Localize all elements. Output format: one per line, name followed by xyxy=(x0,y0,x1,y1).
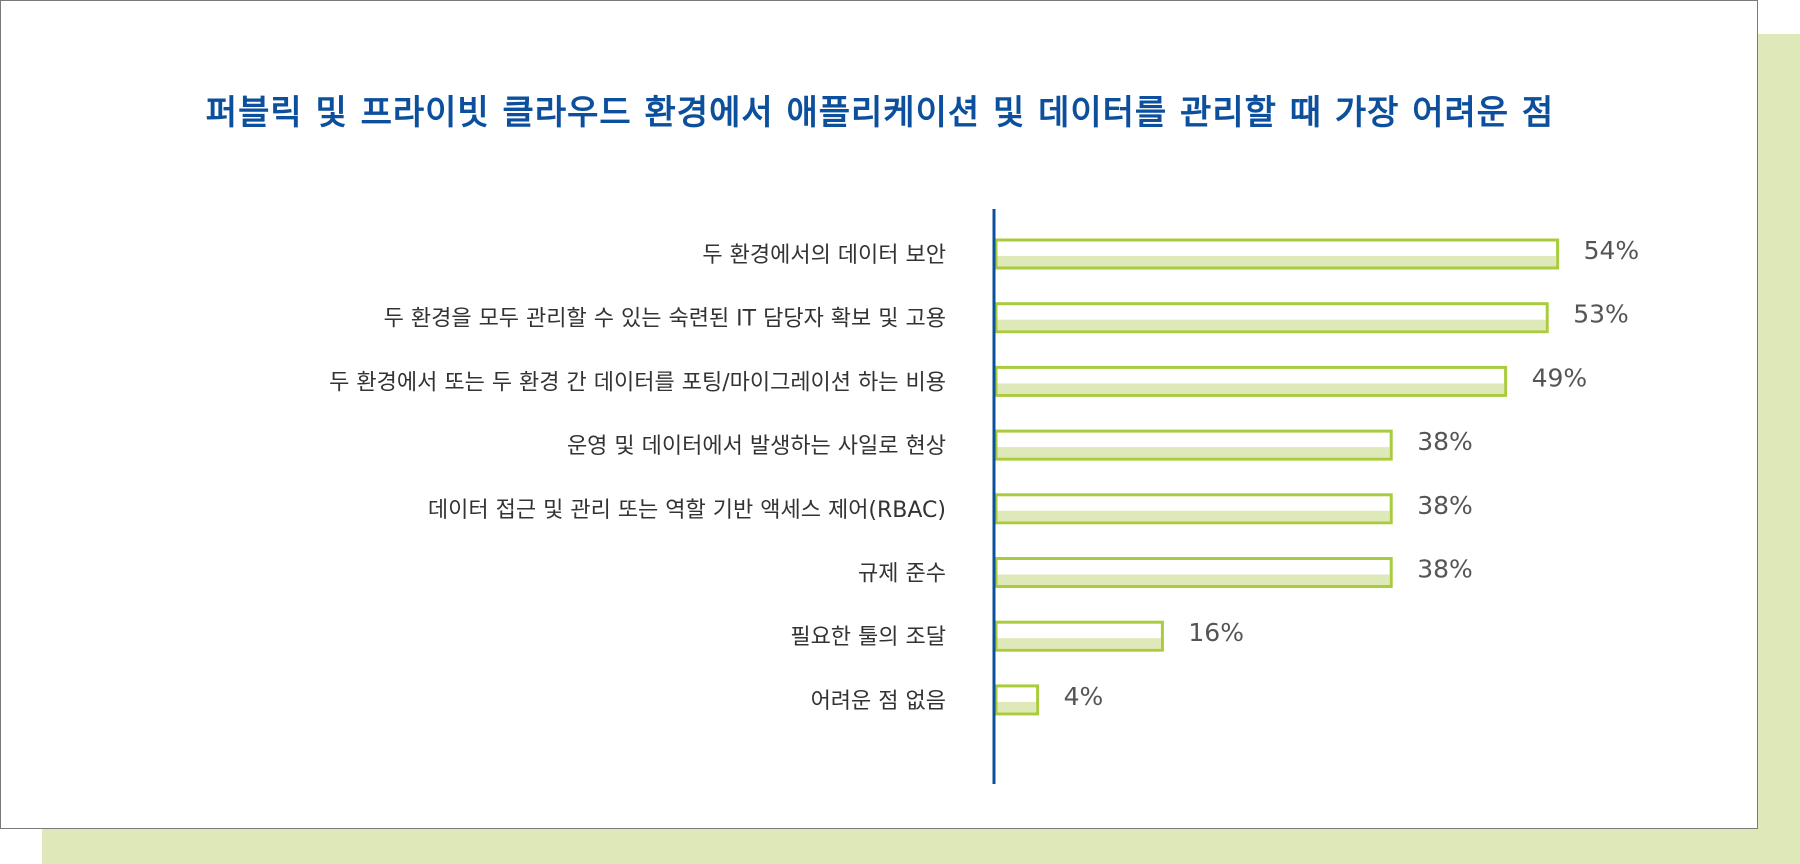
bar-shade xyxy=(997,383,1505,394)
bar xyxy=(994,365,1508,397)
category-label: 필요한 툴의 조달 xyxy=(790,625,946,650)
value-label: 38% xyxy=(1417,427,1473,456)
category-label: 두 환경에서 또는 두 환경 간 데이터를 포팅/마이그레이션 하는 비용 xyxy=(329,370,946,395)
category-label: 두 환경에서의 데이터 보안 xyxy=(702,243,946,268)
bar xyxy=(994,493,1393,525)
bar xyxy=(994,302,1549,334)
category-label: 규제 준수 xyxy=(858,562,946,587)
bar-shade xyxy=(997,638,1161,649)
category-label: 데이터 접근 및 관리 또는 역할 기반 액세스 제어(RBAC) xyxy=(428,498,946,523)
category-label: 어려운 점 없음 xyxy=(811,689,946,714)
bar xyxy=(994,620,1164,652)
value-label: 54% xyxy=(1584,236,1640,265)
value-label: 38% xyxy=(1417,555,1473,584)
category-label: 운영 및 데이터에서 발생하는 사일로 현상 xyxy=(567,434,946,459)
bar xyxy=(994,238,1560,270)
bar-shade xyxy=(997,256,1557,267)
chart-title: 퍼블릭 및 프라이빗 클라우드 환경에서 애플리케이션 및 데이터를 관리할 때… xyxy=(205,93,1555,133)
value-label: 4% xyxy=(1064,682,1104,711)
bar xyxy=(994,429,1393,461)
bar-shade xyxy=(997,574,1390,585)
value-label: 16% xyxy=(1188,618,1244,647)
chart-card: 퍼블릭 및 프라이빗 클라우드 환경에서 애플리케이션 및 데이터를 관리할 때… xyxy=(0,0,1758,829)
bar xyxy=(994,557,1393,588)
bar-shade xyxy=(997,701,1037,713)
value-label: 53% xyxy=(1573,300,1629,329)
bar-chart: 두 환경에서의 데이터 보안 54% 두 환경을 모두 관리할 수 있는 숙련된 I… xyxy=(329,209,1640,784)
category-label: 두 환경을 모두 관리할 수 있는 숙련된 IT 담당자 확보 및 고용 xyxy=(384,307,946,332)
bar xyxy=(994,684,1040,716)
bar-shade xyxy=(997,510,1390,522)
bar-shade xyxy=(997,319,1546,331)
bars-group: 두 환경에서의 데이터 보안 54% 두 환경을 모두 관리할 수 있는 숙련된 I… xyxy=(329,236,1640,716)
value-label: 38% xyxy=(1417,491,1473,520)
value-label: 49% xyxy=(1532,363,1588,392)
bar-shade xyxy=(997,447,1390,458)
